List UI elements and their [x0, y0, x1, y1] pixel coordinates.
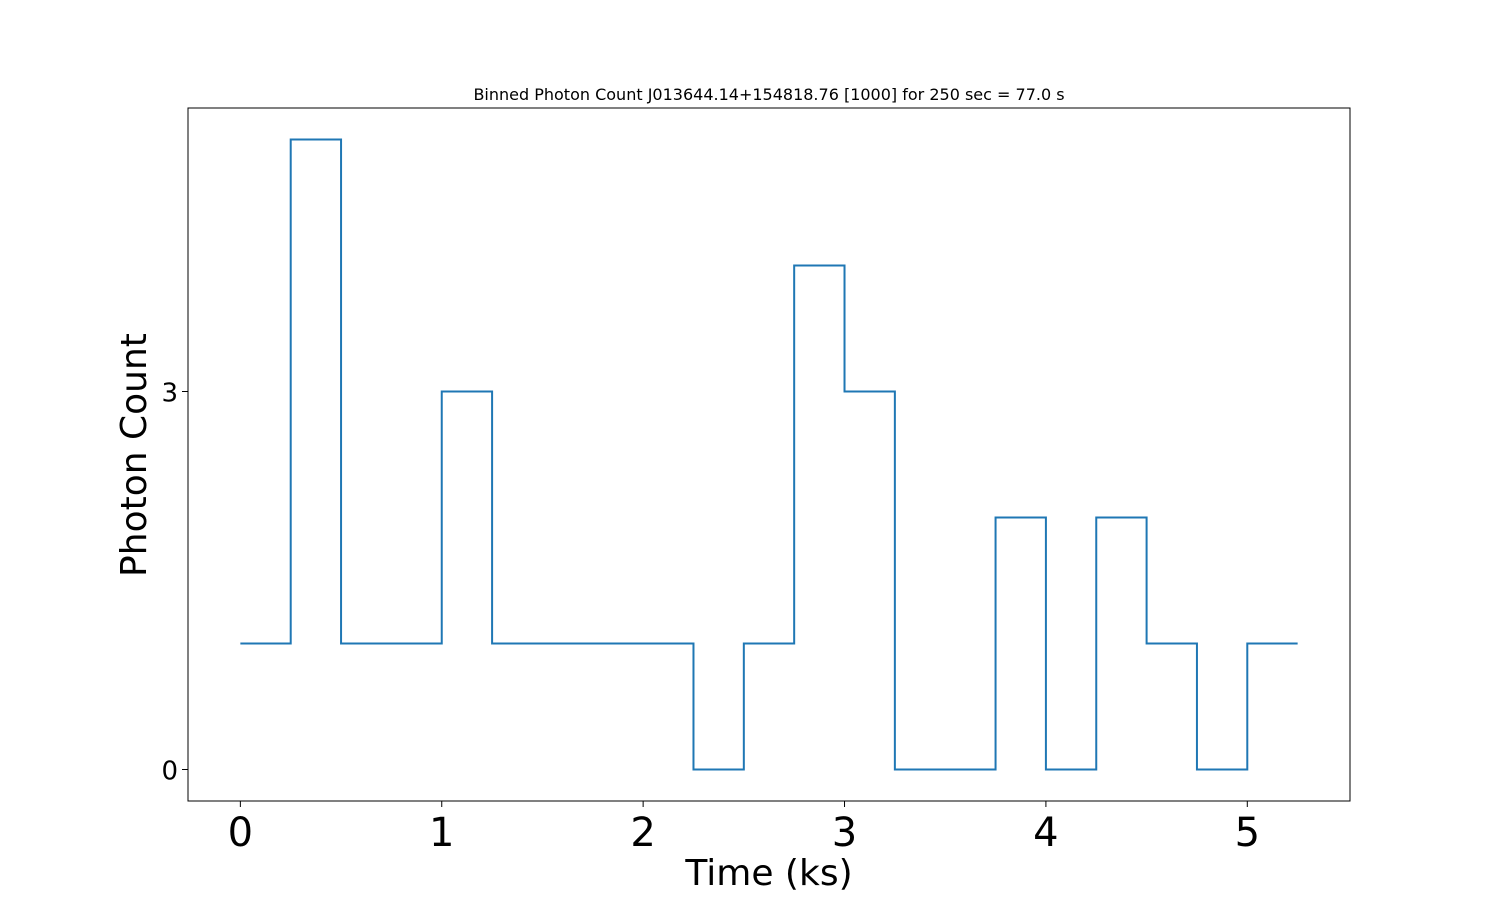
- x-tick-label: 4: [1033, 810, 1058, 856]
- x-tick-label: 3: [832, 810, 857, 856]
- series-line-0: [240, 138, 1298, 771]
- y-tick-label: 0: [161, 757, 178, 787]
- x-axis: 0 1 2 3 4 5: [228, 801, 1260, 856]
- plot-frame: [187, 107, 1351, 802]
- x-tick-label: 5: [1235, 810, 1260, 856]
- x-axis-label: Time (ks): [684, 853, 852, 894]
- y-axis-label: Photon Count: [114, 333, 155, 577]
- y-tick-label: 3: [161, 379, 178, 409]
- series-layer: [240, 138, 1298, 771]
- x-tick-label: 0: [228, 810, 253, 856]
- x-tick-label: 2: [630, 810, 655, 856]
- y-axis: 03: [161, 379, 188, 787]
- chart-title: Binned Photon Count J013644.14+154818.76…: [473, 85, 1064, 104]
- x-tick-label: 1: [429, 810, 454, 856]
